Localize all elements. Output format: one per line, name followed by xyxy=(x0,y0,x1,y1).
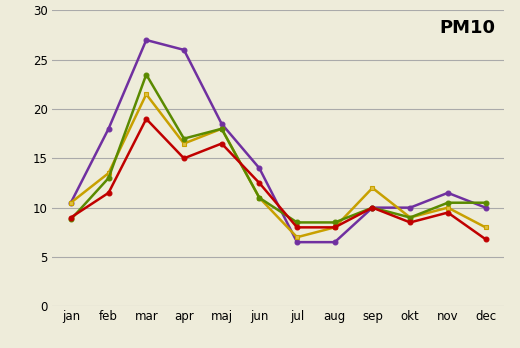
Text: PM10: PM10 xyxy=(439,19,496,37)
